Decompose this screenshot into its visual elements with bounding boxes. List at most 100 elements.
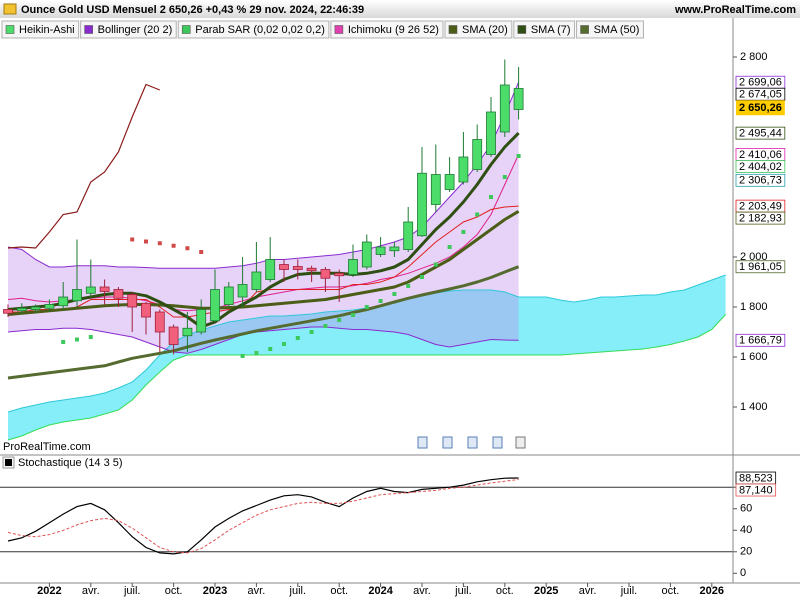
candle-body <box>389 246 400 252</box>
sar-dot <box>323 324 328 328</box>
sma-line <box>7 265 520 380</box>
tool-icon[interactable] <box>492 436 503 449</box>
value-box <box>735 126 786 140</box>
candle-body <box>182 327 193 337</box>
candle-body <box>375 246 386 255</box>
x-tick-label: avr. <box>248 585 266 597</box>
sma-line <box>7 132 520 329</box>
legend-swatch <box>5 25 15 34</box>
y-tick-label: 60 <box>740 503 752 515</box>
candle-body <box>334 272 345 277</box>
candle-body <box>168 326 179 345</box>
y-tick-label: 1 600 <box>740 351 768 363</box>
tool-icon[interactable] <box>467 436 478 449</box>
x-tick-label: juil. <box>454 585 472 597</box>
sar-dot <box>282 342 286 346</box>
sar-dot <box>420 275 424 279</box>
value-box <box>735 260 786 274</box>
x-tick-label: 2026 <box>700 585 724 597</box>
candle-body <box>458 156 469 183</box>
tool-icons <box>417 436 526 449</box>
candle-body <box>58 296 69 307</box>
candle-body <box>223 286 234 305</box>
x-tick-label: avr. <box>82 585 100 597</box>
legend-item[interactable] <box>330 20 444 39</box>
footer-brand: ProRealTime.com <box>3 441 91 453</box>
candle-body <box>141 302 151 318</box>
sar-dot <box>392 292 397 296</box>
ichimoku-cloud <box>8 275 726 440</box>
y-tick-label: 2 800 <box>740 51 768 63</box>
value-box-label: 2 495,44 <box>739 128 782 140</box>
value-box <box>736 100 785 116</box>
bollinger-fill <box>8 82 519 354</box>
y-tick-label: 1 400 <box>740 401 768 413</box>
sar-dot <box>351 313 355 317</box>
sar-dot <box>475 212 480 217</box>
x-tick-label: oct. <box>662 585 680 597</box>
legend-label: SMA (50) <box>594 24 640 36</box>
candle-body <box>486 111 496 155</box>
candle-body <box>513 88 524 110</box>
candle-body <box>499 84 510 133</box>
stochastic-line <box>7 479 519 554</box>
value-box-label: 2 182,93 <box>739 213 782 225</box>
value-box-label: 88,523 <box>739 472 773 484</box>
candle-body <box>237 284 248 298</box>
candle-body <box>3 309 13 314</box>
sar-dot <box>157 241 162 246</box>
sar-dot <box>75 337 79 342</box>
x-tick-label: 2025 <box>534 585 558 597</box>
sar-dot <box>447 245 452 249</box>
sar-dot <box>378 299 383 303</box>
candle-body <box>16 307 27 312</box>
candle-body <box>361 241 372 268</box>
sar-dot <box>309 330 314 334</box>
value-box-label: 2 203,49 <box>739 201 782 213</box>
legend-item[interactable] <box>80 20 177 39</box>
sar-dot <box>199 250 204 254</box>
sar-dot <box>295 336 300 340</box>
legend-label: SMA (20) <box>462 24 508 36</box>
legend-label: Bollinger (20 2) <box>98 24 173 36</box>
candle-body <box>210 289 220 322</box>
y-tick-label: 2 000 <box>740 251 768 263</box>
tool-icon[interactable] <box>417 436 428 449</box>
legend-swatch <box>181 25 191 34</box>
stochastic-line <box>7 477 519 555</box>
tool-icon[interactable] <box>442 436 453 449</box>
tool-icon[interactable] <box>515 436 526 449</box>
sar-dot <box>406 284 411 288</box>
sar-dot <box>433 262 438 267</box>
candle-body <box>251 271 262 290</box>
value-box-label: 2 650,26 <box>739 102 782 114</box>
sar-dot <box>171 243 176 248</box>
legend-item[interactable] <box>513 20 576 39</box>
sar-dot <box>516 153 521 158</box>
candle-body <box>154 311 165 333</box>
candle-body <box>279 264 289 270</box>
y-tick-label: 40 <box>740 524 752 536</box>
sma-line <box>7 210 520 316</box>
sar-dot <box>130 237 135 242</box>
sar-dot <box>489 195 493 199</box>
value-box-label: 2 699,06 <box>739 77 782 89</box>
value-box <box>735 211 786 225</box>
sar-dot <box>61 340 66 344</box>
candle-body <box>99 286 110 292</box>
sar-dot <box>144 239 148 244</box>
candle-body <box>44 304 55 309</box>
x-tick-label: oct. <box>165 585 183 597</box>
candle-body <box>306 267 317 272</box>
legend-item[interactable] <box>444 20 513 39</box>
value-box-label: 2 404,02 <box>739 161 782 173</box>
x-tick-label: 2022 <box>37 585 61 597</box>
legend-item[interactable] <box>576 20 644 39</box>
legend-label: SMA (7) <box>531 24 571 36</box>
legend-item[interactable] <box>177 20 330 39</box>
legend-item[interactable] <box>1 20 80 39</box>
candle-body <box>417 172 427 237</box>
x-tick-label: juil. <box>620 585 638 597</box>
stochastic-icon-swatch <box>5 459 12 466</box>
